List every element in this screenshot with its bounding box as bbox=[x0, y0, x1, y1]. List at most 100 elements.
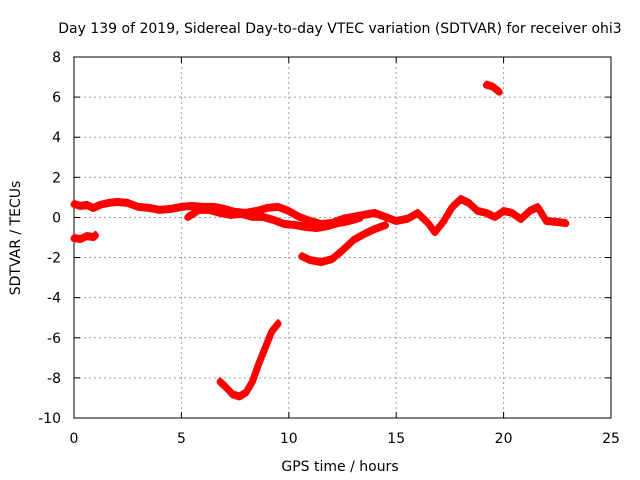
y-tick-label: 8 bbox=[52, 50, 61, 66]
data-series bbox=[70, 80, 570, 401]
data-point bbox=[501, 208, 507, 214]
data-point bbox=[282, 222, 287, 227]
data-point bbox=[217, 379, 223, 385]
data-point bbox=[357, 215, 363, 221]
data-point bbox=[135, 204, 141, 210]
data-point bbox=[458, 196, 464, 202]
data-point bbox=[157, 207, 163, 213]
y-tick-label: 0 bbox=[52, 210, 61, 226]
data-point bbox=[490, 84, 496, 90]
data-point bbox=[404, 216, 410, 222]
y-tick-label: -4 bbox=[47, 291, 61, 307]
series-main-band-jitter bbox=[72, 194, 568, 231]
x-tick-label: 0 bbox=[70, 431, 79, 447]
data-point bbox=[466, 200, 472, 206]
plot-frame bbox=[73, 56, 612, 419]
data-point bbox=[97, 202, 103, 208]
data-point bbox=[189, 203, 195, 209]
data-point bbox=[146, 205, 152, 211]
data-point bbox=[393, 219, 399, 224]
data-point bbox=[361, 212, 367, 218]
data-point bbox=[496, 89, 502, 95]
y-tick-label: 6 bbox=[52, 90, 61, 106]
data-point bbox=[475, 208, 481, 214]
x-axis-label: GPS time / hours bbox=[281, 459, 398, 475]
data-point bbox=[325, 224, 330, 229]
series-secondary-band-jitter bbox=[186, 205, 362, 227]
y-tick-label: -6 bbox=[47, 331, 61, 347]
data-point bbox=[275, 321, 281, 327]
data-point bbox=[185, 214, 191, 220]
data-point bbox=[217, 210, 223, 216]
y-tick-label: 4 bbox=[52, 130, 61, 146]
data-point bbox=[264, 205, 270, 211]
chart-title: Day 139 of 2019, Sidereal Day-to-day VTE… bbox=[58, 21, 621, 37]
data-point bbox=[206, 207, 212, 213]
data-point bbox=[299, 254, 305, 260]
data-point bbox=[383, 223, 388, 228]
data-point bbox=[563, 221, 569, 226]
data-point bbox=[372, 210, 378, 216]
data-point bbox=[228, 212, 234, 218]
data-point bbox=[307, 219, 313, 224]
x-tick-label: 20 bbox=[495, 431, 513, 447]
y-tick-label: -8 bbox=[47, 371, 61, 387]
data-point bbox=[361, 232, 367, 237]
data-point bbox=[483, 210, 489, 216]
data-point bbox=[256, 361, 262, 367]
data-point bbox=[554, 220, 560, 225]
data-point bbox=[318, 260, 324, 266]
data-point bbox=[518, 216, 524, 222]
data-point bbox=[383, 214, 388, 220]
data-point bbox=[236, 394, 242, 400]
data-point bbox=[77, 203, 83, 209]
data-point bbox=[77, 237, 83, 242]
data-point bbox=[269, 329, 275, 335]
data-point bbox=[340, 248, 345, 253]
data-point bbox=[71, 236, 77, 241]
data-point bbox=[254, 208, 260, 214]
series-deep-dip-segment-jitter bbox=[218, 319, 280, 396]
data-point bbox=[292, 223, 298, 228]
data-point bbox=[483, 82, 489, 88]
data-point bbox=[314, 226, 320, 231]
data-point bbox=[449, 204, 455, 210]
data-point bbox=[243, 390, 249, 396]
data-point bbox=[249, 379, 255, 385]
data-point bbox=[441, 219, 446, 224]
data-point bbox=[249, 214, 255, 220]
data-point bbox=[432, 230, 438, 235]
data-point bbox=[271, 218, 277, 223]
data-point bbox=[415, 210, 421, 216]
grid bbox=[74, 57, 611, 418]
data-point bbox=[346, 219, 352, 224]
series-high-segment-jitter bbox=[484, 80, 501, 91]
data-point bbox=[492, 214, 498, 220]
data-point bbox=[544, 219, 550, 224]
data-point bbox=[350, 238, 356, 243]
data-point bbox=[307, 258, 313, 264]
axis-ticks: 0 5 10 15 20 25 -10 -8 -6 -4 -2 0 2 4 6 8 bbox=[38, 50, 620, 447]
y-tick-label: -10 bbox=[38, 411, 61, 427]
data-point bbox=[71, 201, 77, 207]
x-tick-label: 5 bbox=[177, 431, 186, 447]
data-point bbox=[526, 208, 532, 214]
data-point bbox=[84, 202, 90, 208]
x-tick-label: 15 bbox=[387, 431, 405, 447]
data-point bbox=[90, 205, 96, 211]
data-point bbox=[262, 345, 268, 351]
data-point bbox=[509, 210, 515, 216]
data-point bbox=[286, 208, 292, 214]
data-point bbox=[329, 257, 335, 263]
data-point bbox=[84, 234, 90, 239]
data-point bbox=[335, 221, 341, 226]
x-tick-label: 10 bbox=[280, 431, 298, 447]
data-point bbox=[260, 214, 266, 220]
y-axis-label: SDTVAR / TECUs bbox=[8, 181, 24, 296]
data-point bbox=[303, 225, 309, 230]
data-point bbox=[275, 204, 281, 210]
data-point bbox=[535, 204, 541, 210]
data-point bbox=[239, 211, 244, 217]
data-point bbox=[224, 385, 229, 391]
